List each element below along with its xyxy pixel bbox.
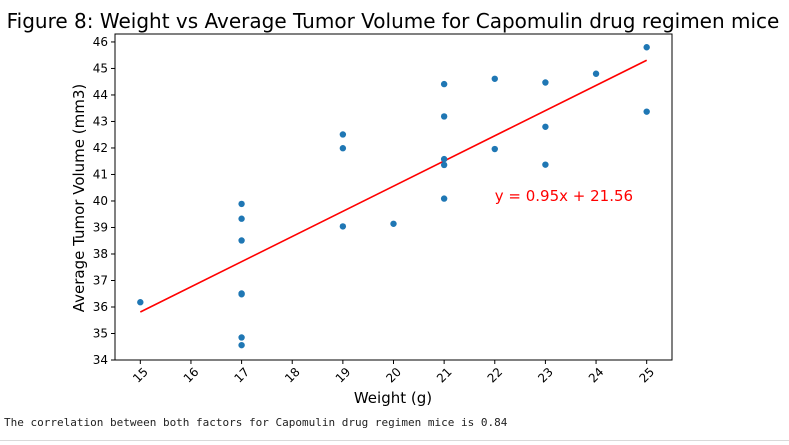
y-tick-label: 39 [93, 220, 108, 234]
y-tick-label: 43 [93, 114, 108, 128]
data-point [643, 108, 650, 115]
y-axis-label: Average Tumor Volume (mm3) [70, 84, 88, 313]
x-tick-label: 25 [637, 365, 658, 386]
x-tick-label: 17 [231, 365, 252, 386]
data-point [238, 200, 245, 208]
regression-equation: y = 0.95x + 21.56 [495, 187, 633, 205]
regression-line [139, 59, 648, 313]
x-tick-label: 22 [485, 365, 506, 386]
data-point [440, 161, 448, 169]
y-tick-label: 41 [93, 167, 108, 181]
data-point [238, 341, 245, 349]
data-point [339, 223, 347, 230]
data-point [542, 123, 549, 130]
x-axis-label: Weight (g) [354, 389, 432, 407]
data-point [339, 145, 347, 152]
data-point [440, 80, 448, 88]
x-tick-label: 16 [181, 365, 202, 386]
y-tick-label: 40 [93, 194, 108, 208]
data-point [238, 334, 245, 341]
plot-area: 15 16 17 18 19 20 21 22 23 24 25 34 35 36 37 38 39 40 41 42… [93, 33, 673, 386]
chart-title: Figure 8: Weight vs Average Tumor Volume… [7, 9, 780, 33]
x-tick-label: 21 [434, 365, 455, 386]
x-tick-label: 20 [383, 365, 404, 386]
scatter-chart: Figure 8: Weight vs Average Tumor Volume… [7, 9, 780, 407]
x-tick-label: 23 [535, 365, 556, 386]
data-point [440, 195, 448, 202]
data-point [643, 44, 650, 51]
x-tick-label: 18 [282, 365, 303, 386]
x-tick-label: 24 [586, 365, 607, 386]
data-point [542, 161, 549, 168]
y-tick-label: 37 [93, 273, 108, 287]
y-tick-label: 38 [93, 247, 108, 261]
y-tick-label: 44 [93, 88, 108, 102]
data-point [238, 215, 245, 222]
y-tick-label: 36 [93, 300, 108, 314]
data-point [390, 220, 397, 227]
data-point [491, 145, 498, 153]
data-point [592, 70, 600, 77]
data-point [440, 155, 448, 163]
y-tick-label: 34 [93, 353, 108, 367]
y-tick-label: 35 [93, 326, 108, 340]
divider [0, 440, 789, 441]
x-tick-label: 15 [130, 365, 151, 386]
correlation-output: The correlation between both factors for… [4, 416, 508, 429]
y-tick-label: 45 [93, 61, 108, 75]
y-tick-label: 42 [93, 141, 108, 155]
data-point [542, 79, 549, 86]
data-point [440, 113, 448, 120]
data-point [339, 131, 347, 138]
y-tick-label: 46 [93, 35, 108, 49]
data-point [238, 291, 245, 298]
data-point [137, 299, 144, 306]
data-point [491, 75, 498, 82]
x-tick-label: 19 [333, 365, 354, 386]
data-point [238, 237, 245, 244]
